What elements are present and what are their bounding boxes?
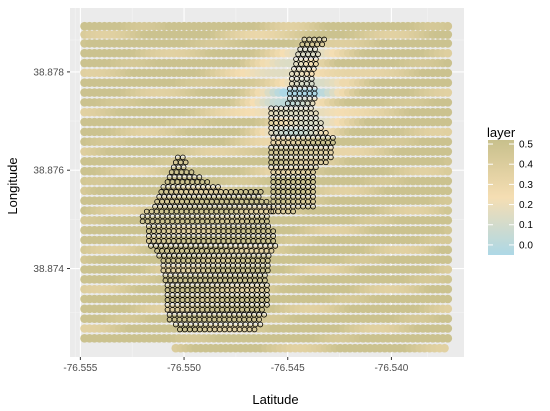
data-point	[443, 265, 453, 274]
legend-label: 0.4	[519, 160, 533, 171]
data-point	[443, 58, 453, 68]
data-point	[443, 137, 453, 146]
data-point	[443, 78, 453, 88]
highlighted-point	[311, 95, 318, 102]
data-point	[443, 304, 453, 314]
highlighted-point	[264, 218, 270, 225]
data-point	[443, 186, 453, 196]
x-tick-label: -76.540	[374, 363, 408, 374]
legend-ticks: 0.0 0.1 0.2 0.3 0.4 0.5	[488, 140, 533, 251]
highlighted-point	[256, 316, 262, 323]
highlighted-point	[308, 80, 315, 87]
x-tick-label: -76.550	[167, 363, 201, 374]
data-point	[443, 147, 453, 156]
highlighted-point	[180, 154, 186, 161]
highlighted-point	[315, 51, 321, 58]
highlighted-point	[264, 302, 270, 308]
legend-colorbar	[488, 140, 514, 255]
data-point	[443, 235, 453, 245]
highlighted-point	[321, 36, 328, 43]
data-point	[443, 157, 453, 166]
highlighted-point	[196, 174, 203, 180]
highlighted-point	[261, 311, 267, 318]
data-point	[443, 48, 453, 58]
x-axis-title: Latitude	[252, 392, 298, 407]
data-point	[443, 334, 453, 343]
y-axis-title: Longitude	[5, 157, 20, 214]
highlighted-point	[215, 184, 221, 190]
highlighted-point	[330, 139, 336, 146]
data-point	[443, 216, 453, 225]
highlighted-point	[312, 46, 318, 53]
highlighted-point	[313, 61, 319, 67]
y-tick-label: 38.878	[33, 67, 64, 78]
highlighted-point	[328, 154, 334, 161]
legend-label: 0.2	[519, 200, 533, 211]
highlighted-point	[323, 159, 329, 166]
highlighted-point	[310, 203, 316, 210]
highlighted-point	[313, 164, 319, 171]
points-layer	[80, 21, 453, 353]
highlighted-point	[262, 277, 268, 284]
data-point	[443, 30, 453, 39]
legend-label: 0.0	[519, 240, 533, 251]
highlighted-point	[182, 159, 189, 166]
highlighted-point	[290, 208, 296, 215]
legend-label: 0.3	[519, 180, 533, 191]
data-point	[443, 39, 453, 48]
data-point	[443, 324, 453, 333]
data-point	[443, 245, 453, 255]
highlighted-point	[311, 66, 317, 72]
data-point	[443, 98, 453, 107]
highlighted-point	[319, 41, 325, 48]
data-point	[443, 117, 453, 127]
y-tick-label: 38.874	[33, 264, 64, 275]
highlighted-point	[268, 208, 274, 215]
data-point	[443, 294, 453, 304]
highlighted-point	[188, 169, 195, 175]
data-point	[443, 196, 453, 205]
data-point	[443, 68, 453, 78]
data-point	[443, 206, 453, 215]
highlighted-point	[255, 193, 262, 200]
highlighted-point	[259, 307, 265, 313]
y-axis: 38.874 38.876 38.878	[33, 67, 70, 275]
highlighted-point	[323, 130, 329, 136]
legend-label: 0.5	[519, 140, 533, 151]
highlighted-point	[309, 100, 316, 107]
highlighted-points-layer	[139, 36, 336, 333]
highlighted-point	[180, 164, 187, 171]
highlighted-point	[268, 248, 275, 254]
data-point	[443, 127, 453, 137]
y-tick-label: 38.876	[33, 166, 64, 177]
x-axis: -76.555 -76.550 -76.545 -76.540	[63, 357, 409, 374]
data-point	[443, 107, 453, 117]
x-tick-label: -76.555	[63, 363, 97, 374]
data-point	[443, 225, 453, 235]
legend-label: 0.1	[519, 220, 533, 231]
data-point	[443, 314, 453, 323]
data-point	[443, 275, 453, 284]
data-point	[440, 343, 449, 353]
data-point	[443, 88, 453, 97]
highlighted-point	[251, 326, 258, 333]
data-point	[443, 255, 453, 264]
highlighted-point	[265, 267, 271, 274]
highlighted-point	[270, 238, 277, 244]
legend: layer 0.0 0.1 0.2 0.3 0.4 0.5	[487, 125, 533, 255]
x-tick-label: -76.545	[271, 363, 305, 374]
data-point	[443, 284, 453, 294]
highlighted-point	[257, 189, 264, 195]
data-point	[443, 176, 453, 186]
legend-title: layer	[487, 125, 516, 140]
data-point	[443, 166, 453, 176]
highlighted-point	[263, 198, 270, 205]
highlighted-point	[272, 243, 279, 249]
data-point	[443, 21, 453, 31]
highlighted-point	[257, 321, 264, 328]
highlighted-point	[266, 203, 273, 210]
